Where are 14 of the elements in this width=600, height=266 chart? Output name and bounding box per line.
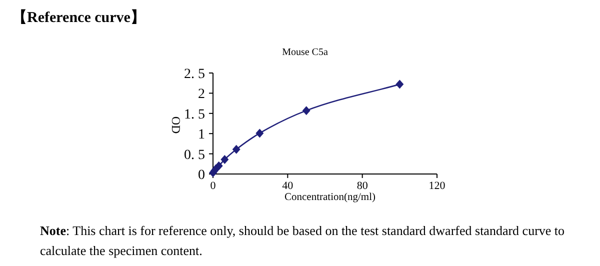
x-tick-label: 80	[356, 180, 368, 192]
x-tick-label: 0	[210, 180, 216, 192]
x-tick-label: 120	[428, 180, 446, 192]
y-tick-label: 1. 5	[184, 107, 205, 122]
note: Note: This chart is for reference only, should be based on the test standard dwarfed standard curve to calculate the specimen content.	[40, 223, 565, 258]
chart-subtitle: Mouse C5a	[282, 47, 328, 58]
y-tick-label: 1	[198, 128, 205, 143]
y-tick-label: 2	[198, 87, 205, 102]
title: 【Reference curve】	[12, 10, 146, 26]
y-axis-title: OD	[169, 116, 183, 134]
x-tick-label: 40	[282, 180, 294, 192]
y-tick-label: 2. 5	[184, 67, 205, 82]
y-tick-label: 0. 5	[184, 148, 205, 163]
x-axis-title: Concentration(ng/ml)	[284, 192, 376, 203]
